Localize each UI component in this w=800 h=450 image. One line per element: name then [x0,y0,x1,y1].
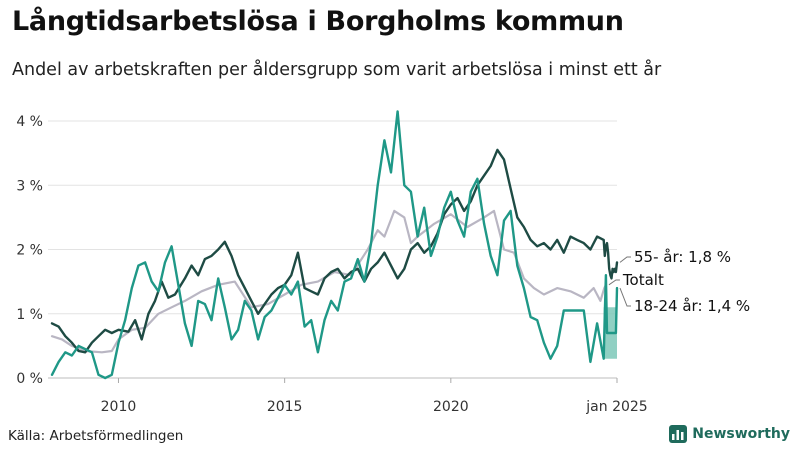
grid-lines [48,120,617,379]
series-line-55-r [50,148,619,354]
bar-chart-icon [669,425,688,443]
series-labels: Totalt 55- år: 1,8 % 18-24 år: 1,4 % [608,248,750,315]
x-tick-label: 2010 [101,399,137,415]
label-leader-line [619,287,631,307]
series-end-label: 18-24 år: 1,4 % [634,297,750,315]
label-leader-line [608,279,620,286]
series-end-label: Totalt [622,271,664,289]
line-chart: 0 % 1 % 2 % 3 % 4 % 2010 2015 2020 jan 2025 Tota… [16,110,750,415]
y-tick-label: 4 % [16,114,43,130]
chart-title: Långtidsarbetslösa i Borgholms kommun [12,6,624,37]
x-tick-label: jan 2025 [585,399,647,415]
series-lines [50,110,619,380]
series-line-18-24-r [50,110,619,380]
y-tick-label: 2 % [16,243,43,259]
x-tick-label: 2020 [433,399,469,415]
axes: 0 % 1 % 2 % 3 % 4 % 2010 2015 2020 jan 2025 [16,114,647,415]
label-leader-line [619,256,631,263]
brand-name: Newsworthy [692,426,790,442]
chart-subtitle: Andel av arbetskraften per åldersgrupp s… [12,60,662,80]
series-end-label: 55- år: 1,8 % [634,248,731,266]
x-tick-label: 2015 [267,399,303,415]
y-tick-label: 3 % [16,178,43,194]
brand-logo[interactable]: Newsworthy [669,425,790,443]
y-tick-label: 0 % [16,371,43,387]
y-tick-label: 1 % [16,307,43,323]
source-note: Källa: Arbetsförmedlingen [8,428,184,444]
